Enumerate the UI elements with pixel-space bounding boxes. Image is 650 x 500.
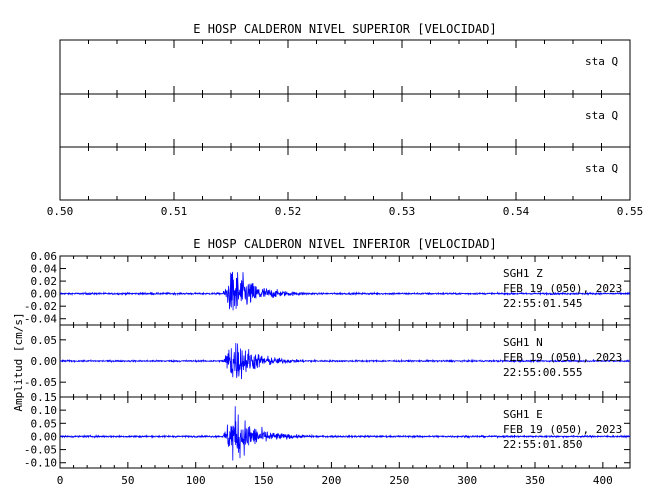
time-label: 22:55:00.555 — [503, 366, 582, 379]
lower-y-tick-label: -0.04 — [24, 313, 57, 326]
waveform-trace — [59, 406, 631, 461]
lower-x-tick-label: 50 — [121, 474, 134, 487]
upper-level-chart: E HOSP CALDERON NIVEL SUPERIOR [VELOCIDA… — [47, 22, 644, 218]
time-label: 22:55:01.545 — [503, 297, 582, 310]
lower-level-chart: E HOSP CALDERON NIVEL INFERIOR [VELOCIDA… — [12, 237, 631, 487]
upper-x-tick-label: 0.55 — [617, 205, 644, 218]
upper-x-tick-label: 0.53 — [389, 205, 416, 218]
upper-panel-frame — [59, 146, 631, 201]
lower-y-tick-label: 0.10 — [31, 404, 58, 417]
date-label: FEB 19 (050), 2023 — [503, 282, 622, 295]
lower-y-tick-label: -0.02 — [24, 300, 57, 313]
lower-y-tick-label: 0.00 — [31, 288, 58, 301]
upper-x-tick-label: 0.51 — [161, 205, 188, 218]
lower-y-tick-label: 0.05 — [31, 417, 58, 430]
lower-x-tick-label: 150 — [254, 474, 274, 487]
lower-y-tick-label: 0.15 — [31, 391, 58, 404]
upper-panel-frame — [59, 93, 631, 148]
lower-y-tick-label: 0.00 — [31, 430, 58, 443]
upper-x-tick-label: 0.50 — [47, 205, 74, 218]
component-code: N — [536, 336, 543, 349]
lower-x-tick-label: 0 — [57, 474, 64, 487]
lower-y-tick-label: 0.06 — [31, 250, 58, 263]
station-label: SGH1 N — [503, 336, 543, 349]
lower-x-tick-label: 250 — [389, 474, 409, 487]
lower-y-tick-label: -0.10 — [24, 457, 57, 470]
station-label: SGH1 E — [503, 408, 543, 421]
upper-x-axis: 0.50 0.51 0.52 0.53 0.54 0.55 — [47, 205, 644, 218]
lower-y-tick-label: 0.00 — [31, 355, 58, 368]
station-code: SGH1 — [503, 408, 530, 421]
upper-panel-frame — [59, 39, 631, 95]
amplitude-axis-label: Amplitud [cm/s] — [12, 312, 25, 411]
waveform-trace — [59, 271, 631, 311]
station-code: SGH1 — [503, 336, 530, 349]
upper-panel-label: sta Q — [585, 109, 618, 122]
upper-panels: sta Q sta Q sta Q — [59, 39, 631, 201]
lower-y-tick-label: 0.05 — [31, 334, 58, 347]
lower-y-tick-label: 0.04 — [31, 263, 58, 276]
lower-x-axis: 0 50 100 150 200 250 300 350 400 — [57, 474, 613, 487]
upper-panel-label: sta Q — [585, 55, 618, 68]
lower-y-tick-label: -0.05 — [24, 376, 57, 389]
lower-x-tick-label: 300 — [457, 474, 477, 487]
lower-x-tick-label: 350 — [525, 474, 545, 487]
lower-x-tick-label: 200 — [321, 474, 341, 487]
lower-x-tick-label: 400 — [593, 474, 613, 487]
label-spacer — [530, 336, 537, 349]
lower-chart-title: E HOSP CALDERON NIVEL INFERIOR [VELOCIDA… — [193, 237, 496, 251]
lower-x-tick-label: 100 — [186, 474, 206, 487]
time-label: 22:55:01.850 — [503, 438, 582, 451]
label-spacer — [530, 267, 537, 280]
upper-x-tick-label: 0.52 — [275, 205, 302, 218]
waveform-trace — [59, 342, 631, 380]
date-label: FEB 19 (050), 2023 — [503, 351, 622, 364]
lower-y-tick-label: 0.02 — [31, 275, 58, 288]
station-code: SGH1 — [503, 267, 530, 280]
component-code: E — [536, 408, 543, 421]
upper-chart-title: E HOSP CALDERON NIVEL SUPERIOR [VELOCIDA… — [193, 22, 496, 36]
upper-x-tick-label: 0.54 — [503, 205, 530, 218]
component-code: Z — [536, 267, 543, 280]
upper-panel-label: sta Q — [585, 162, 618, 175]
label-spacer — [530, 408, 537, 421]
station-label: SGH1 Z — [503, 267, 543, 280]
date-label: FEB 19 (050), 2023 — [503, 423, 622, 436]
lower-y-tick-label: -0.05 — [24, 444, 57, 457]
